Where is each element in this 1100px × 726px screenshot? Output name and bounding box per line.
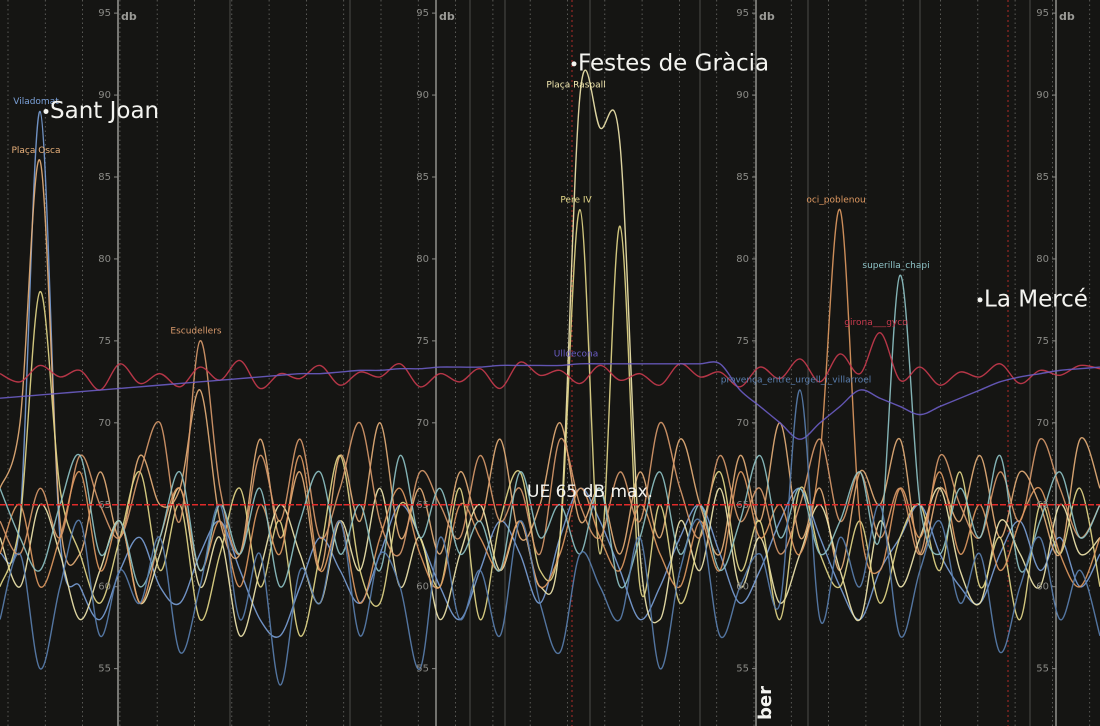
y-tick-label: 85 bbox=[736, 172, 749, 183]
y-tick-label: 75 bbox=[1036, 336, 1049, 347]
annotation-dot bbox=[571, 61, 577, 67]
threshold-label: UE 65 dB max. bbox=[527, 482, 653, 502]
foreground: db 55 60 65 70 75 80 85 90 95 db 55 60 65 70 75 80 85 90 95… bbox=[0, 8, 1100, 720]
y-tick-label: 95 bbox=[736, 8, 749, 19]
y-tick-label: 85 bbox=[416, 172, 429, 183]
series-line bbox=[0, 209, 1100, 637]
y-axis-label: db bbox=[759, 10, 775, 23]
series-line bbox=[0, 331, 1100, 391]
month-label: ber bbox=[755, 686, 776, 720]
y-tick-label: 55 bbox=[416, 664, 429, 675]
y-tick-label: 60 bbox=[416, 582, 429, 593]
series-label: Viladomat bbox=[13, 97, 59, 107]
grid bbox=[7, 0, 1091, 726]
y-tick-label: 55 bbox=[736, 664, 749, 675]
y-tick-label: 85 bbox=[1036, 172, 1049, 183]
y-tick-label: 95 bbox=[1036, 8, 1049, 19]
y-tick-label: 55 bbox=[1036, 664, 1049, 675]
series-line bbox=[0, 340, 1100, 557]
series-line bbox=[0, 209, 1100, 604]
series-label: superilla_chapi bbox=[862, 261, 929, 271]
y-tick-label: 80 bbox=[736, 254, 749, 265]
series-label: provença_entre_urgell_i_villarroel bbox=[721, 376, 872, 386]
series-label: Plaça Osca bbox=[11, 146, 60, 156]
annotation-dot bbox=[977, 297, 983, 303]
y-tick-label: 90 bbox=[1036, 90, 1049, 101]
y-tick-label: 60 bbox=[736, 582, 749, 593]
y-tick-label: 75 bbox=[736, 336, 749, 347]
y-tick-label: 60 bbox=[1036, 582, 1049, 593]
series-line bbox=[0, 110, 1100, 638]
series-label: Pere IV bbox=[560, 195, 592, 205]
y-tick-label: 80 bbox=[416, 254, 429, 265]
series-line bbox=[0, 274, 1100, 589]
y-tick-label: 95 bbox=[98, 8, 111, 19]
y-tick-label: 90 bbox=[98, 90, 111, 101]
y-tick-label: 95 bbox=[416, 8, 429, 19]
y-tick-label: 55 bbox=[98, 664, 111, 675]
y-tick-label: 70 bbox=[736, 418, 749, 429]
annotation: Festes de Gràcia bbox=[578, 50, 769, 76]
y-tick-label: 65 bbox=[416, 500, 429, 511]
annotation: Sant Joan bbox=[50, 98, 159, 124]
y-axis-label: db bbox=[439, 10, 455, 23]
y-tick-label: 90 bbox=[416, 90, 429, 101]
series-label: girona___gyco bbox=[844, 318, 908, 328]
y-tick-label: 70 bbox=[1036, 418, 1049, 429]
series-label: Escudellers bbox=[170, 326, 222, 336]
series-lines bbox=[0, 69, 1100, 686]
y-tick-label: 80 bbox=[1036, 254, 1049, 265]
series-label: Ulldecona bbox=[554, 349, 599, 359]
series-line bbox=[0, 69, 1100, 637]
y-tick-label: 75 bbox=[416, 336, 429, 347]
y-tick-label: 65 bbox=[736, 500, 749, 511]
series-label: oci_poblenou bbox=[806, 195, 865, 205]
y-tick-label: 75 bbox=[98, 336, 111, 347]
y-tick-label: 60 bbox=[98, 582, 111, 593]
y-tick-label: 70 bbox=[416, 418, 429, 429]
annotation: La Mercé bbox=[984, 286, 1088, 312]
y-tick-label: 85 bbox=[98, 172, 111, 183]
series-label: Plaça Raspall bbox=[546, 81, 605, 91]
y-axis-label: db bbox=[1059, 10, 1075, 23]
y-tick-label: 80 bbox=[98, 254, 111, 265]
y-tick-label: 70 bbox=[98, 418, 111, 429]
y-axis-label: db bbox=[121, 10, 137, 23]
annotation-dot bbox=[43, 108, 49, 114]
series-line bbox=[0, 361, 1100, 440]
y-tick-label: 90 bbox=[736, 90, 749, 101]
series-line bbox=[0, 389, 1100, 686]
